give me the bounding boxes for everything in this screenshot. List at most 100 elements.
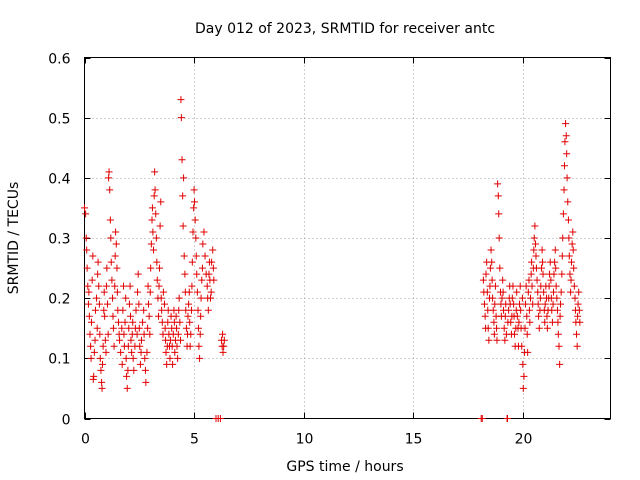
data-point [106,186,114,194]
data-point [98,360,106,368]
data-point [159,288,167,296]
data-point [99,342,107,350]
data-point [541,300,549,308]
data-point [518,294,526,302]
data-point [197,294,205,302]
data-point [515,318,523,326]
data-point [132,306,140,314]
data-point [545,282,553,290]
y-tick-label: 0.4 [48,172,70,188]
data-point [521,300,529,308]
data-point [484,324,492,332]
data-point [160,300,168,308]
data-point [543,324,551,332]
data-point [508,294,516,302]
data-point [93,324,101,332]
data-point [550,270,558,278]
data-point [159,330,167,338]
data-point [141,366,149,374]
data-point [161,324,169,332]
data-point [573,330,581,338]
data-point [175,294,183,302]
data-point [123,372,131,380]
data-point [480,300,488,308]
data-point [530,246,538,254]
data-point [489,306,497,314]
data-point [152,210,160,218]
data-point [571,294,579,302]
data-point [551,246,559,254]
data-point [105,174,113,182]
data-point [101,336,109,344]
data-point [193,288,201,296]
data-point [575,306,583,314]
data-point [86,330,94,338]
data-point [207,288,215,296]
data-point [501,312,509,320]
data-point [179,192,187,200]
data-point [495,234,503,242]
data-point [120,282,128,290]
data-point [534,288,542,296]
data-point [528,258,536,266]
data-point [184,312,192,320]
data-point [110,342,118,350]
data-point [525,276,533,284]
data-point [556,312,564,320]
data-point [524,288,532,296]
data-point [482,270,490,278]
data-point [169,360,177,368]
data-point [488,276,496,284]
data-point [486,264,494,272]
data-point [499,276,507,284]
data-point [175,306,183,314]
data-point [550,288,558,296]
x-tick-label: 10 [296,432,314,448]
data-point [143,348,151,356]
data-point [500,324,508,332]
data-point [498,294,506,302]
data-point [102,348,110,356]
data-point [107,258,115,266]
data-point [112,240,120,248]
data-point [117,348,125,356]
data-point [186,318,194,326]
data-point [98,378,106,386]
data-point [560,186,568,194]
data-point [127,312,135,320]
axis-ticks: 0 0.1 0.2 0.3 0.4 0.5 0.6 0 5 10 15 20 [48,52,611,448]
data-point [538,246,546,254]
data-point [116,336,124,344]
data-point [148,204,156,212]
data-point [137,348,145,356]
data-point [189,228,197,236]
data-point [534,300,542,308]
data-point [531,222,539,230]
data-point [191,216,199,224]
chart-title: Day 012 of 2023, SRMTID for receiver ant… [195,21,495,37]
data-point [124,342,132,350]
data-point [517,306,525,314]
data-point [483,288,491,296]
data-point [133,330,141,338]
data-point [82,210,90,218]
data-point [187,306,195,314]
data-point [188,258,196,266]
data-point [526,318,534,326]
data-point [134,288,142,296]
data-point [539,258,547,266]
data-point [568,240,576,248]
data-point [109,324,117,332]
data-point [177,96,185,104]
data-point [490,330,498,338]
data-point [84,282,92,290]
data-point [192,252,200,260]
data-point [533,276,541,284]
data-point [104,300,112,308]
data-point [203,282,211,290]
data-point [198,264,206,272]
data-point [128,348,136,356]
data-point [523,312,531,320]
data-point [552,282,560,290]
